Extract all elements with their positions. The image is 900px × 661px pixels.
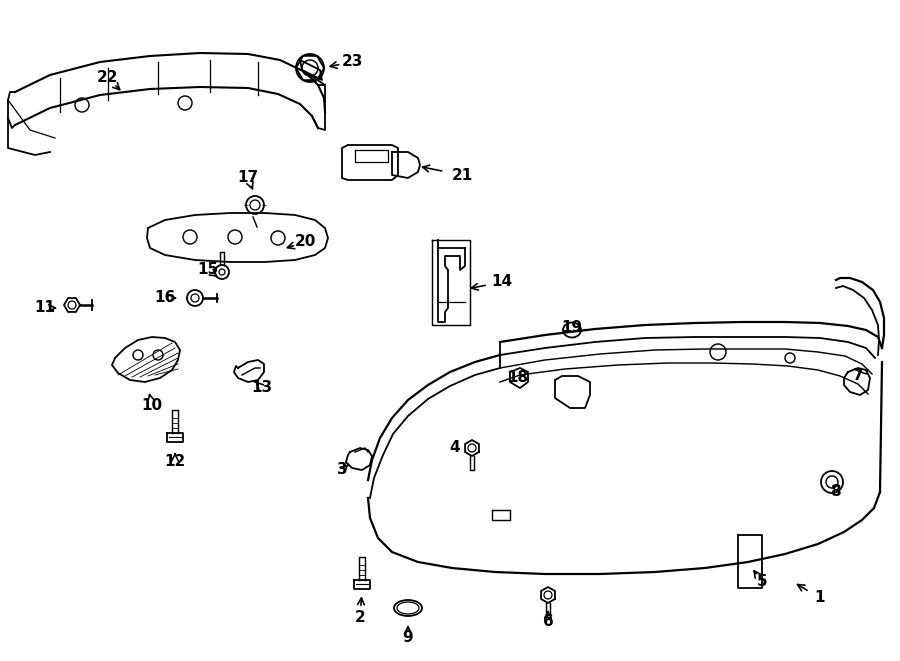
Text: 15: 15 [197, 262, 219, 278]
Text: 22: 22 [97, 71, 119, 85]
Text: 11: 11 [34, 301, 56, 315]
Text: 12: 12 [165, 455, 185, 469]
Text: 21: 21 [452, 167, 472, 182]
Text: 2: 2 [355, 611, 365, 625]
Text: 14: 14 [491, 274, 513, 290]
Text: 10: 10 [141, 397, 163, 412]
Text: 18: 18 [508, 371, 528, 385]
Text: 20: 20 [294, 235, 316, 249]
Text: 1: 1 [814, 590, 825, 605]
Text: 4: 4 [450, 440, 460, 455]
Text: 3: 3 [337, 463, 347, 477]
Text: 16: 16 [155, 290, 176, 305]
Text: 7: 7 [852, 368, 863, 383]
Text: 5: 5 [757, 574, 768, 590]
Text: 13: 13 [251, 381, 273, 395]
Text: 6: 6 [543, 615, 553, 629]
Text: 17: 17 [238, 171, 258, 186]
Text: 8: 8 [830, 485, 841, 500]
Text: 23: 23 [341, 54, 363, 69]
Text: 9: 9 [402, 631, 413, 646]
Text: 19: 19 [562, 321, 582, 336]
